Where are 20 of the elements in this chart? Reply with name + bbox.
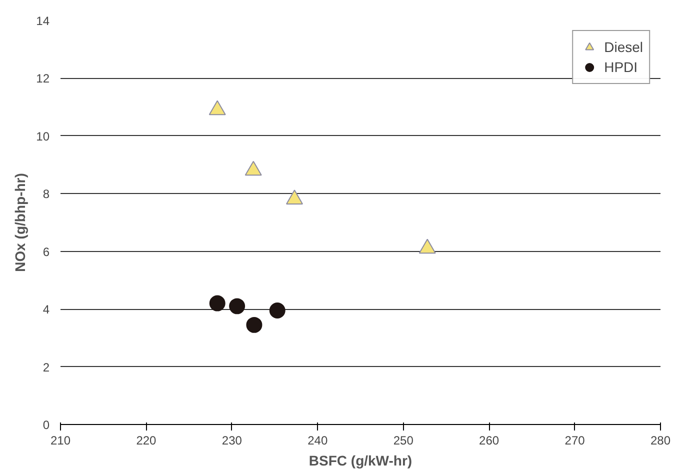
y-tick-label: 8 bbox=[42, 187, 50, 202]
x-tick-label: 260 bbox=[479, 434, 500, 448]
y-tick-label: 4 bbox=[42, 302, 50, 317]
y-tick-label: 10 bbox=[36, 129, 50, 144]
x-tick-label: 230 bbox=[222, 434, 242, 448]
x-tick-label: 240 bbox=[308, 434, 328, 448]
x-tick-label: 220 bbox=[136, 434, 157, 448]
legend-label: HPDI bbox=[604, 59, 638, 75]
y-tick-label: 12 bbox=[36, 72, 50, 86]
x-tick-label: 270 bbox=[564, 434, 586, 448]
x-tick-label: 250 bbox=[393, 434, 414, 448]
y-axis-title: NOx (g/bhp-hr) bbox=[12, 173, 28, 272]
x-tick-label: 210 bbox=[50, 434, 71, 448]
y-tick-label: 6 bbox=[42, 244, 50, 259]
y-tick-label: 0 bbox=[42, 418, 50, 432]
y-tick-label: 14 bbox=[36, 14, 50, 28]
x-tick-label: 280 bbox=[650, 434, 671, 448]
x-axis-title: BSFC (g/kW-hr) bbox=[308, 452, 412, 468]
legend-label: Diesel bbox=[604, 39, 643, 55]
y-tick-label: 2 bbox=[42, 360, 50, 374]
